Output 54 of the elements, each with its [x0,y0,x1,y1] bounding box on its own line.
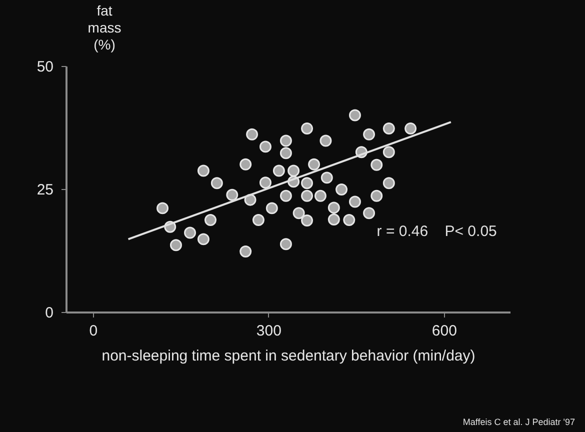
point [240,158,252,170]
point [272,164,285,177]
y-axis-title: fat mass (%) [88,2,122,52]
point [204,214,216,226]
point [170,239,182,252]
point [308,158,320,170]
point [292,207,305,220]
point [184,226,196,239]
point [226,188,238,201]
point [197,164,210,177]
point [328,202,340,214]
x-tick-label: 600 [432,322,457,340]
point [363,207,376,220]
annotation: r = 0.46 P< 0.05 [376,222,497,240]
point [280,190,292,202]
point [301,122,314,134]
point [280,238,292,250]
point [348,196,361,208]
point [288,164,300,177]
point [280,147,292,160]
point [343,214,356,226]
point [320,134,332,147]
point [246,128,258,140]
point [280,134,292,147]
y-tick-label: 50 [36,58,54,76]
point [382,122,395,134]
point [348,109,361,122]
point [370,158,383,171]
point [259,176,272,189]
point [301,214,314,226]
x-tick-label: 0 [89,322,98,340]
point [252,214,264,226]
y-tick-label: 0 [45,304,54,322]
point [336,184,348,196]
point [197,233,210,246]
y-tick-label: 25 [36,182,54,198]
point [259,140,272,153]
point [156,202,169,214]
point [314,190,326,202]
point [404,122,417,134]
point [301,190,314,202]
point [301,177,314,190]
point [266,202,278,214]
text: Maffeis C et al. J Pediatr '97 [462,417,575,427]
point [382,146,395,158]
point [210,177,223,190]
point [363,128,376,140]
point [240,246,252,258]
point [320,172,333,184]
point [382,177,395,190]
point [370,190,383,202]
x-axis-title: non-sleeping time spent in sedentary behavior (min/day) [102,348,476,364]
x-tick-label: 300 [256,322,282,340]
point [328,214,340,226]
